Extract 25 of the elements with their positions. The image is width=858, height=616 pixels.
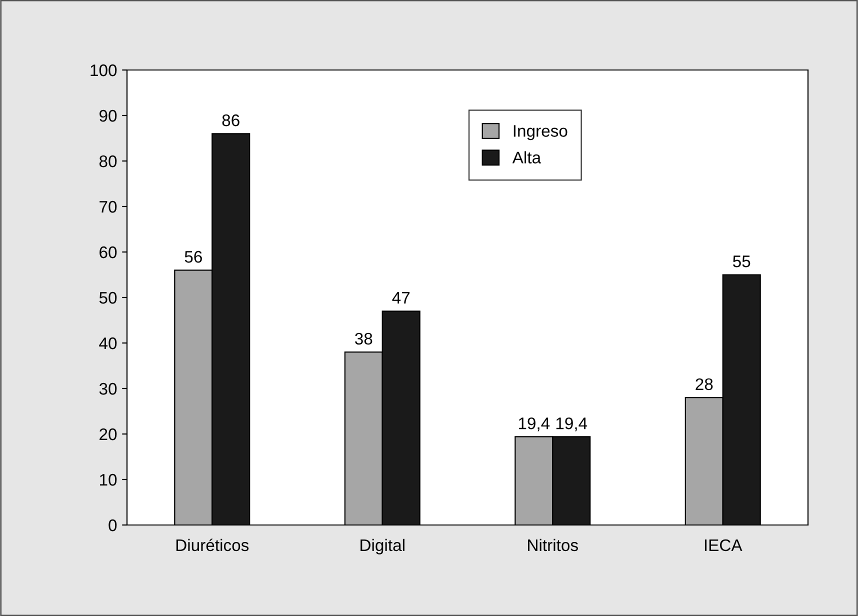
y-tick-label: 70 <box>100 200 117 213</box>
y-tick-label: 30 <box>99 382 117 395</box>
y-tick-label: 10 <box>100 474 117 486</box>
data-label: 28 <box>696 378 713 390</box>
data-label: 47 <box>392 292 410 304</box>
x-tick-label: Digital <box>360 538 404 554</box>
data-label: 56 <box>184 250 202 263</box>
data-label: 38 <box>355 332 372 345</box>
y-tick-label: 40 <box>99 337 117 350</box>
y-tick-label: 0 <box>108 519 117 532</box>
y-tick-label: 20 <box>100 428 117 440</box>
x-tick-label: Nitritos <box>528 538 578 552</box>
y-tick-label: 80 <box>99 155 117 168</box>
y-tick-label: 100 <box>90 64 117 76</box>
x-tick-label: Diuréticos <box>176 538 249 552</box>
data-label: 19,4 <box>556 417 588 432</box>
y-tick-label: 60 <box>100 246 117 258</box>
data-label: 55 <box>733 256 750 268</box>
data-label: 86 <box>222 114 240 126</box>
legend-label: Alta <box>512 151 542 164</box>
data-label: 19,4 <box>518 417 550 432</box>
x-tick-label: IECA <box>704 539 742 552</box>
legend-label: Ingreso <box>514 125 568 140</box>
y-tick-label: 50 <box>99 292 117 304</box>
y-tick-label: 90 <box>100 110 117 122</box>
